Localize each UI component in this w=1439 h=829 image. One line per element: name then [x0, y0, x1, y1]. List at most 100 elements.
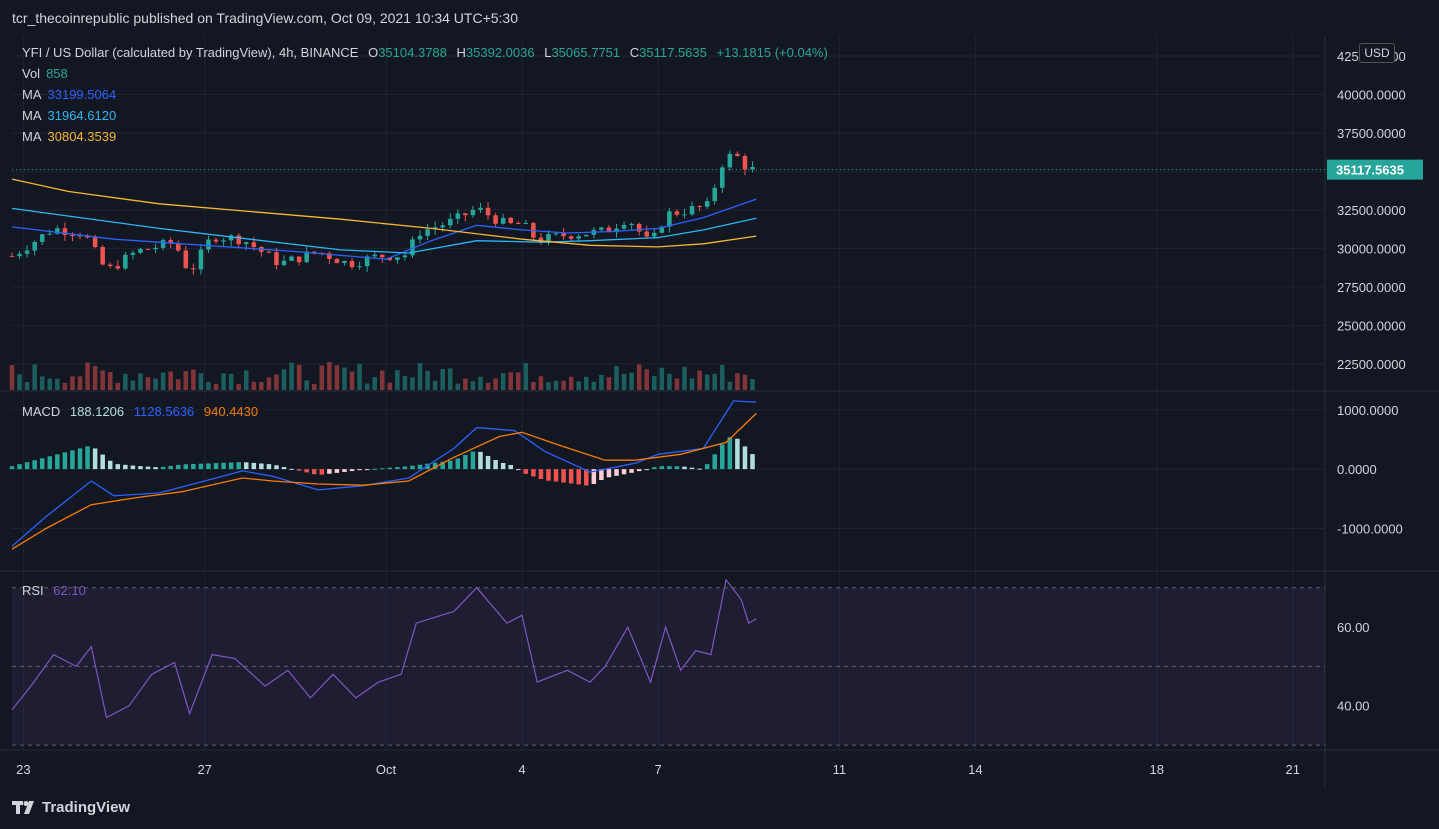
price-tick-label: 27500.0000 — [1337, 280, 1406, 295]
tradingview-logo[interactable]: TradingView — [12, 799, 130, 816]
volume-bar — [674, 378, 680, 390]
macd-histogram-bar — [485, 455, 491, 470]
volume-bar — [62, 382, 68, 390]
macd-histogram-bar — [319, 469, 325, 475]
high-label: H — [456, 45, 466, 60]
brand-bar: TradingView — [0, 787, 1439, 829]
volume-bar — [17, 374, 22, 390]
candle-body — [742, 156, 748, 170]
macd-histogram-bar — [228, 462, 234, 470]
price-tick-label: 37500.0000 — [1337, 126, 1406, 141]
macd-histogram-bar — [629, 469, 634, 473]
macd-histogram-bar — [236, 462, 241, 470]
candle-body — [636, 223, 642, 232]
volume-bar — [304, 380, 309, 390]
macd-histogram-bar — [652, 467, 657, 470]
macd-histogram-bar — [667, 466, 672, 470]
macd-histogram-bar — [750, 454, 755, 470]
macd-histogram-bar — [70, 450, 75, 470]
volume-bar — [636, 364, 642, 390]
volume-bar — [553, 380, 559, 390]
volume-bar — [183, 371, 189, 390]
ma3-legend[interactable]: MA 30804.3539 — [22, 129, 122, 144]
volume-bar — [463, 378, 468, 390]
volume-bar — [342, 367, 347, 390]
volume-bar — [221, 373, 226, 390]
chart-canvas[interactable]: 23 27 Oct 4 7 11 14 18 21 22500.0000 25000.0000 275… — [0, 36, 1439, 787]
ma1-legend[interactable]: MA 33199.5064 — [22, 87, 122, 102]
ohlc-open: O35104.3788 — [368, 45, 447, 60]
macd-histogram-bar — [281, 467, 287, 470]
price-tick-label: 22500.0000 — [1337, 357, 1406, 372]
volume-bar — [440, 369, 445, 390]
price-tick-label: 40000.0000 — [1337, 87, 1406, 102]
volume-bar — [319, 365, 325, 390]
macd-histogram-bar — [636, 469, 642, 472]
volume-bar — [621, 373, 627, 390]
volume-bar — [77, 376, 83, 390]
macd-histogram-bar — [463, 455, 468, 470]
candle-body — [24, 250, 30, 254]
candle-body — [727, 153, 733, 168]
macd-histogram-bar — [727, 437, 733, 470]
volume-label: Vol — [22, 66, 41, 81]
macd-histogram-bar — [591, 469, 597, 484]
macd-signal-value: 940.4430 — [203, 404, 259, 419]
volume-bar — [24, 382, 30, 390]
candle-body — [92, 237, 98, 248]
low-label: L — [544, 45, 552, 60]
candle-body — [704, 201, 710, 207]
volume-bar — [32, 364, 37, 390]
volume-bar — [750, 379, 755, 390]
volume-legend[interactable]: Vol 858 — [22, 66, 74, 81]
volume-bar — [644, 369, 649, 390]
candle-body — [17, 253, 22, 257]
symbol-title[interactable]: YFI / US Dollar (calculated by TradingVi… — [22, 45, 359, 60]
macd-histogram-bar — [100, 454, 105, 470]
candle-body — [62, 228, 68, 235]
macd-histogram-bar — [138, 466, 143, 470]
chart-frame[interactable]: 23 27 Oct 4 7 11 14 18 21 22500.0000 25000.0000 275… — [0, 36, 1439, 787]
volume-bar — [470, 381, 476, 390]
macd-histogram-bar — [251, 462, 257, 470]
volume-bar — [667, 373, 672, 390]
macd-signal-line — [11, 412, 757, 550]
currency-badge[interactable]: USD — [1359, 43, 1395, 63]
candle-body — [652, 232, 657, 237]
macd-legend[interactable]: MACD 188.1206 1128.5636 940.4430 — [22, 404, 264, 419]
ma2-label: MA — [22, 108, 42, 123]
candle-body — [47, 233, 53, 235]
candle-body — [538, 237, 544, 243]
macd-histogram-bar — [85, 446, 90, 470]
macd-histogram-bar — [266, 464, 272, 470]
macd-histogram-bar — [417, 464, 423, 470]
candle-body — [160, 240, 166, 248]
rsi-legend[interactable]: RSI 62.10 — [22, 583, 92, 598]
macd-histogram-bar — [440, 461, 445, 470]
macd-histogram-bar — [704, 464, 710, 470]
volume-bar — [168, 371, 173, 390]
macd-histogram-bar — [327, 469, 332, 474]
ma1-label: MA — [22, 87, 42, 102]
x-tick-label: Oct — [376, 762, 397, 777]
ma2-legend[interactable]: MA 31964.6120 — [22, 108, 122, 123]
volume-bar — [357, 363, 362, 390]
volume-bar — [584, 376, 589, 390]
volume-bar — [100, 370, 105, 390]
candle-body — [568, 236, 574, 239]
volume-bar — [107, 372, 113, 390]
volume-bar — [160, 372, 166, 390]
volume-bar — [561, 380, 566, 390]
x-tick-label: 27 — [197, 762, 211, 777]
volume-bar — [379, 370, 385, 390]
rsi-tick-label: 40.00 — [1337, 699, 1370, 714]
open-label: O — [368, 45, 379, 60]
volume-bar — [334, 365, 340, 390]
candle-body — [206, 239, 211, 250]
volume-bar — [206, 381, 211, 390]
macd-histogram-bar — [123, 464, 128, 470]
macd-histogram-bar — [379, 468, 385, 470]
candle-body — [281, 260, 287, 266]
volume-bar — [455, 383, 461, 390]
macd-histogram-bar — [9, 466, 15, 470]
